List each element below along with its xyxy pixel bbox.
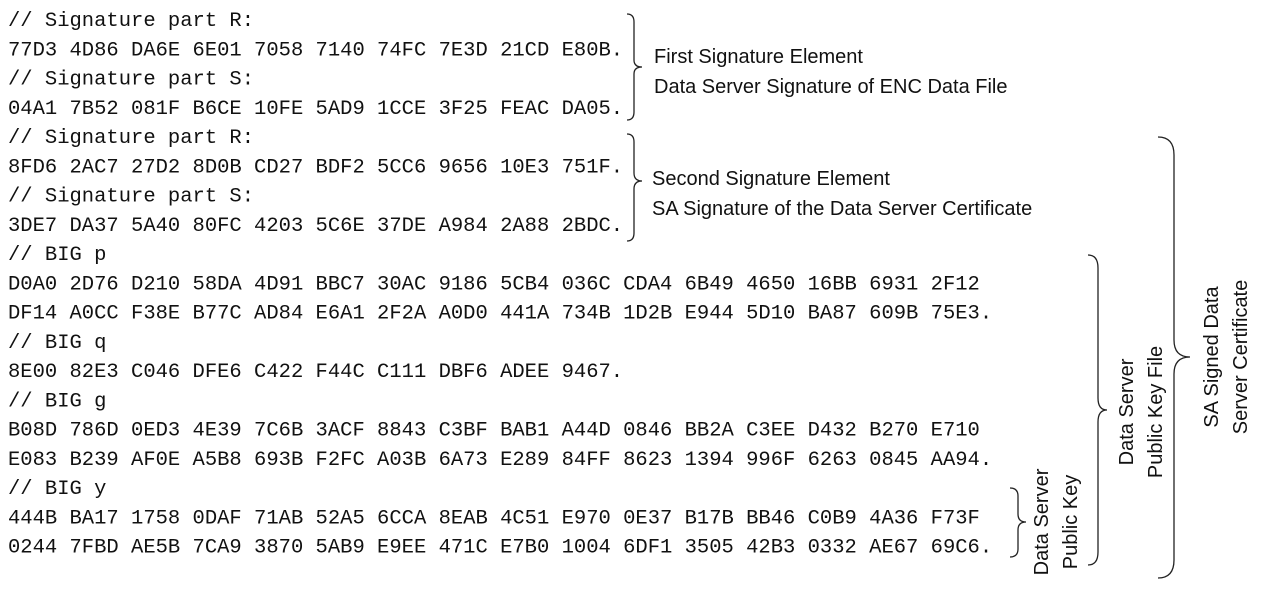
code-line: B08D 786D 0ED3 4E39 7C6B 3ACF 8843 C3BF …: [8, 420, 980, 443]
code-line: E083 B239 AF0E A5B8 693B F2FC A03B 6A73 …: [8, 449, 992, 472]
code-line: // Signature part R:: [8, 10, 254, 33]
code-line: 0244 7FBD AE5B 7CA9 3870 5AB9 E9EE 471C …: [8, 537, 992, 560]
code-line: 04A1 7B52 081F B6CE 10FE 5AD9 1CCE 3F25 …: [8, 98, 623, 121]
annotation-text: Public Key: [1060, 475, 1082, 570]
code-line: // BIG p: [8, 244, 106, 267]
annotation-text: Data Server Signature of ENC Data File: [654, 76, 1008, 98]
brace: [626, 13, 643, 121]
brace: [626, 133, 643, 242]
annotation-text: Data Server: [1031, 468, 1053, 575]
code-line: // Signature part S:: [8, 186, 254, 209]
code-line: 444B BA17 1758 0DAF 71AB 52A5 6CCA 8EAB …: [8, 507, 980, 530]
annotation-text: SA Signature of the Data Server Certific…: [652, 198, 1032, 220]
annotation-text: Second Signature Element: [652, 168, 890, 190]
code-line: 8E00 82E3 C046 DFE6 C422 F44C C111 DBF6 …: [8, 361, 623, 384]
annotation-text: First Signature Element: [654, 46, 863, 68]
annotation-text: Data Server: [1116, 358, 1138, 465]
annotation-text: SA Signed Data: [1201, 286, 1223, 428]
code-line: // Signature part R:: [8, 127, 254, 150]
annotation-text: Public Key File: [1145, 346, 1167, 478]
code-block: // Signature part R: 77D3 4D86 DA6E 6E01 …: [8, 10, 992, 560]
code-line: 8FD6 2AC7 27D2 8D0B CD27 BDF2 5CC6 9656 …: [8, 156, 623, 179]
annotation-text: Server Certificate: [1230, 280, 1252, 435]
code-line: // BIG y: [8, 478, 106, 501]
brace: [1157, 136, 1191, 579]
code-line: 77D3 4D86 DA6E 6E01 7058 7140 74FC 7E3D …: [8, 39, 623, 62]
code-line: D0A0 2D76 D210 58DA 4D91 BBC7 30AC 9186 …: [8, 273, 980, 296]
brace: [1009, 487, 1027, 558]
brace: [1087, 254, 1108, 566]
code-line: 3DE7 DA37 5A40 80FC 4203 5C6E 37DE A984 …: [8, 215, 623, 238]
code-line: // BIG q: [8, 332, 106, 355]
code-line: // Signature part S:: [8, 69, 254, 92]
code-line: DF14 A0CC F38E B77C AD84 E6A1 2F2A A0D0 …: [8, 303, 992, 326]
code-line: // BIG g: [8, 390, 106, 413]
